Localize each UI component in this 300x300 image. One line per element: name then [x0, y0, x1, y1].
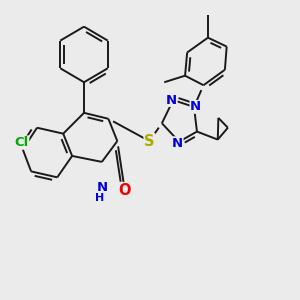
Text: N: N	[172, 137, 183, 150]
Text: O: O	[118, 183, 131, 198]
Text: S: S	[144, 134, 155, 148]
Text: H: H	[95, 194, 104, 203]
Text: Cl: Cl	[14, 136, 29, 149]
Text: N: N	[190, 100, 201, 113]
Text: N: N	[97, 181, 108, 194]
Text: N: N	[166, 94, 177, 106]
